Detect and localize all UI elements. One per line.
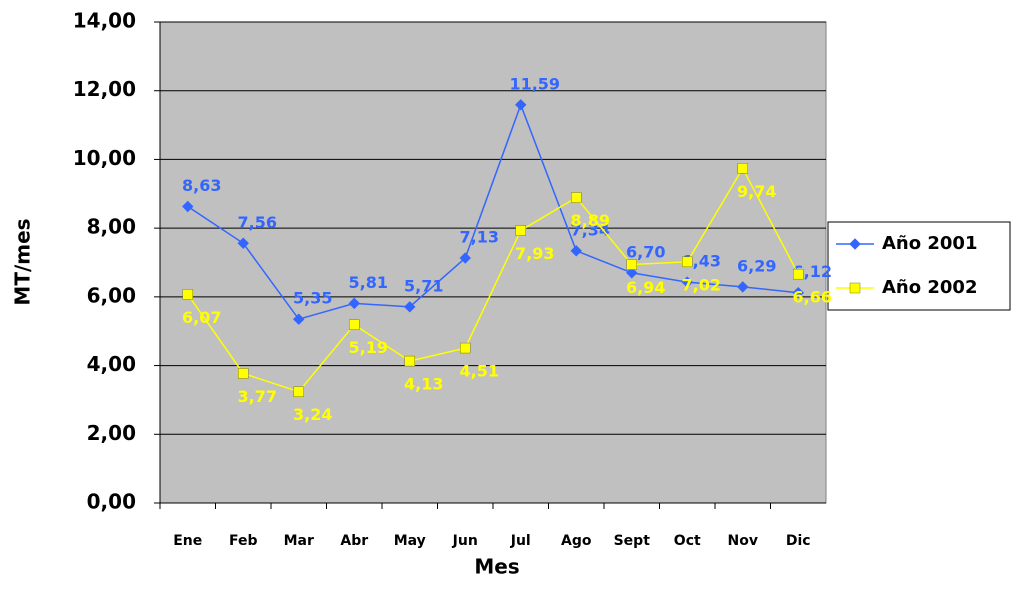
data-label: 9,74 xyxy=(737,182,776,201)
data-label: 5,35 xyxy=(293,289,332,308)
data-point xyxy=(570,245,582,257)
data-point xyxy=(737,163,748,174)
data-point xyxy=(792,287,804,299)
data-point xyxy=(349,319,360,330)
x-tick-label: Feb xyxy=(229,533,258,549)
data-point xyxy=(293,386,304,397)
data-point xyxy=(238,368,249,379)
data-label: 6,29 xyxy=(737,256,776,275)
x-tick-label: Nov xyxy=(728,533,758,549)
data-label: 7,13 xyxy=(460,228,499,247)
data-label: 7,02 xyxy=(682,275,721,294)
data-point xyxy=(737,281,749,293)
x-tick-label: Mar xyxy=(284,533,314,549)
plot-area xyxy=(159,21,827,504)
data-label: 5,71 xyxy=(404,276,443,295)
data-point xyxy=(459,252,471,264)
data-point xyxy=(681,276,693,288)
x-tick-label: Jul xyxy=(510,533,531,549)
data-label: 5,81 xyxy=(349,273,388,292)
data-point xyxy=(515,225,526,236)
y-tick-label: 4,00 xyxy=(87,352,136,376)
y-tick-label: 6,00 xyxy=(87,283,136,307)
data-label: 3,24 xyxy=(293,405,332,424)
y-tick-label: 10,00 xyxy=(73,146,136,170)
data-label: 6,70 xyxy=(626,242,665,261)
data-label: 3,77 xyxy=(238,387,277,406)
x-tick-label: Ago xyxy=(561,533,592,549)
series-line xyxy=(187,102,799,321)
data-point xyxy=(793,268,804,280)
data-label: 4,51 xyxy=(460,362,499,381)
x-tick-label: Abr xyxy=(340,533,368,549)
y-tick-label: 0,00 xyxy=(87,490,136,514)
data-point xyxy=(404,301,416,313)
data-label: 8,63 xyxy=(182,176,221,195)
data-point xyxy=(348,297,360,310)
data-label: 7,34 xyxy=(571,220,610,239)
data-point xyxy=(182,200,194,213)
data-label: 6,94 xyxy=(626,278,665,297)
x-tick-label: Dic xyxy=(786,533,811,549)
data-label: 6,07 xyxy=(182,308,221,327)
x-tick-label: May xyxy=(394,533,426,549)
y-tick-label: 14,00 xyxy=(73,9,136,33)
data-label: 11,59 xyxy=(509,74,560,93)
data-label: 6,66 xyxy=(793,288,832,307)
data-label: 7,56 xyxy=(238,213,277,232)
data-point xyxy=(515,99,527,111)
y-axis-title: MT/mes xyxy=(11,218,35,305)
y-tick-label: 2,00 xyxy=(87,421,136,445)
x-axis-title: Mes xyxy=(474,555,519,579)
x-tick-label: Jun xyxy=(452,533,478,549)
y-tick-label: 8,00 xyxy=(87,215,136,239)
data-label: 5,19 xyxy=(349,338,388,357)
data-point xyxy=(293,313,305,325)
data-point xyxy=(404,355,415,367)
data-point xyxy=(460,342,471,354)
data-label: 8,89 xyxy=(571,211,610,230)
data-label: 7,93 xyxy=(515,244,554,263)
data-point xyxy=(237,237,249,249)
data-point xyxy=(626,259,637,270)
series-line xyxy=(187,166,799,393)
data-point xyxy=(182,289,193,300)
x-tick-label: Oct xyxy=(674,533,701,549)
x-tick-label: Ene xyxy=(173,533,202,549)
data-point xyxy=(682,256,693,268)
legend xyxy=(827,221,1011,311)
data-point xyxy=(626,267,638,279)
legend-label: Año 2002 xyxy=(882,277,977,298)
x-tick-label: Sept xyxy=(614,533,651,549)
legend-marker xyxy=(849,238,861,250)
data-label: 4,13 xyxy=(404,375,443,394)
data-point xyxy=(571,192,582,203)
y-tick-label: 12,00 xyxy=(73,77,136,101)
legend-marker xyxy=(849,282,861,294)
legend-label: Año 2001 xyxy=(882,233,977,254)
